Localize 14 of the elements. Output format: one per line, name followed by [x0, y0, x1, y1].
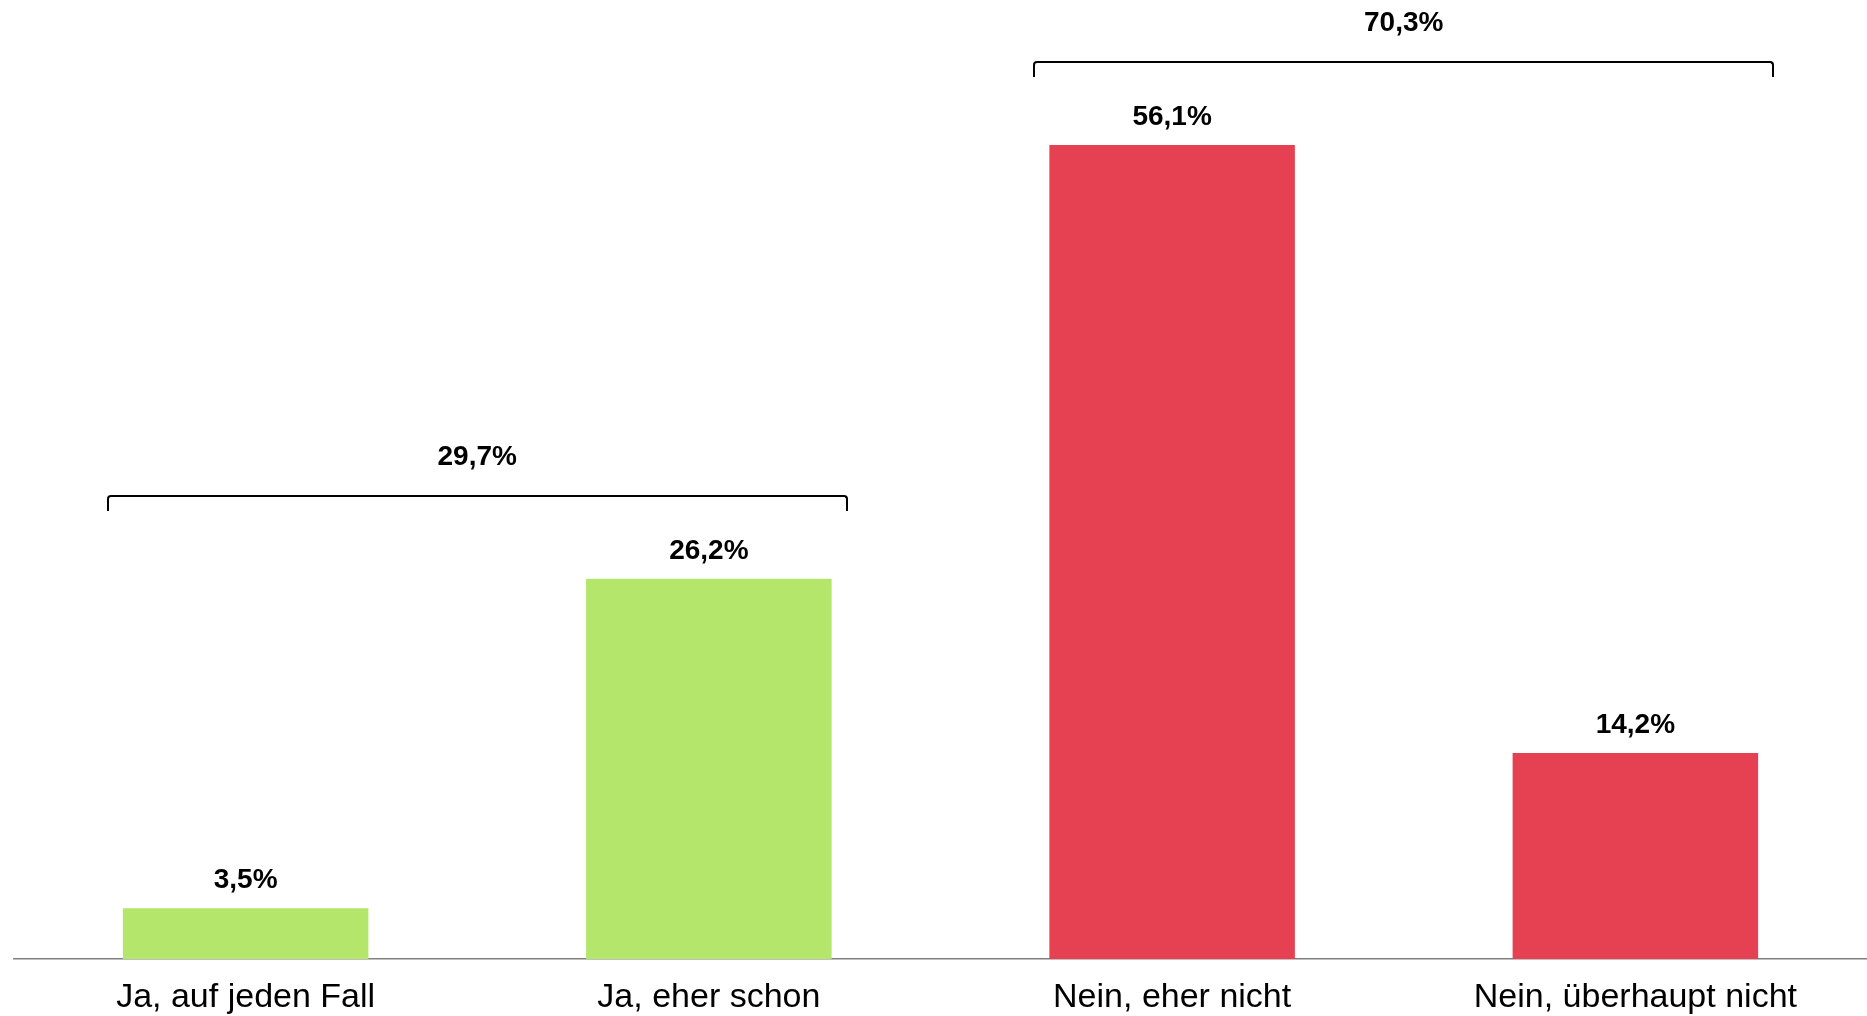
- data-label: 26,2%: [669, 533, 749, 565]
- bar: [122, 908, 369, 959]
- annotation: 29,7%: [437, 439, 518, 471]
- data-label: 3,5%: [213, 862, 278, 894]
- x-tick-label: Ja, auf jeden Fall: [116, 975, 376, 1014]
- data-label: 56,1%: [1132, 99, 1212, 131]
- bar: [1049, 145, 1295, 959]
- bar: [586, 578, 832, 959]
- x-tick-label: Nein, eher nicht: [1053, 975, 1292, 1014]
- text: 70,3%: [1364, 5, 1444, 37]
- data-label: 14,2%: [1595, 707, 1676, 739]
- x-tick-label: Nein, überhaupt nicht: [1473, 975, 1798, 1014]
- bar: [1512, 752, 1759, 959]
- x-tick-label: Ja, eher schon: [597, 975, 821, 1014]
